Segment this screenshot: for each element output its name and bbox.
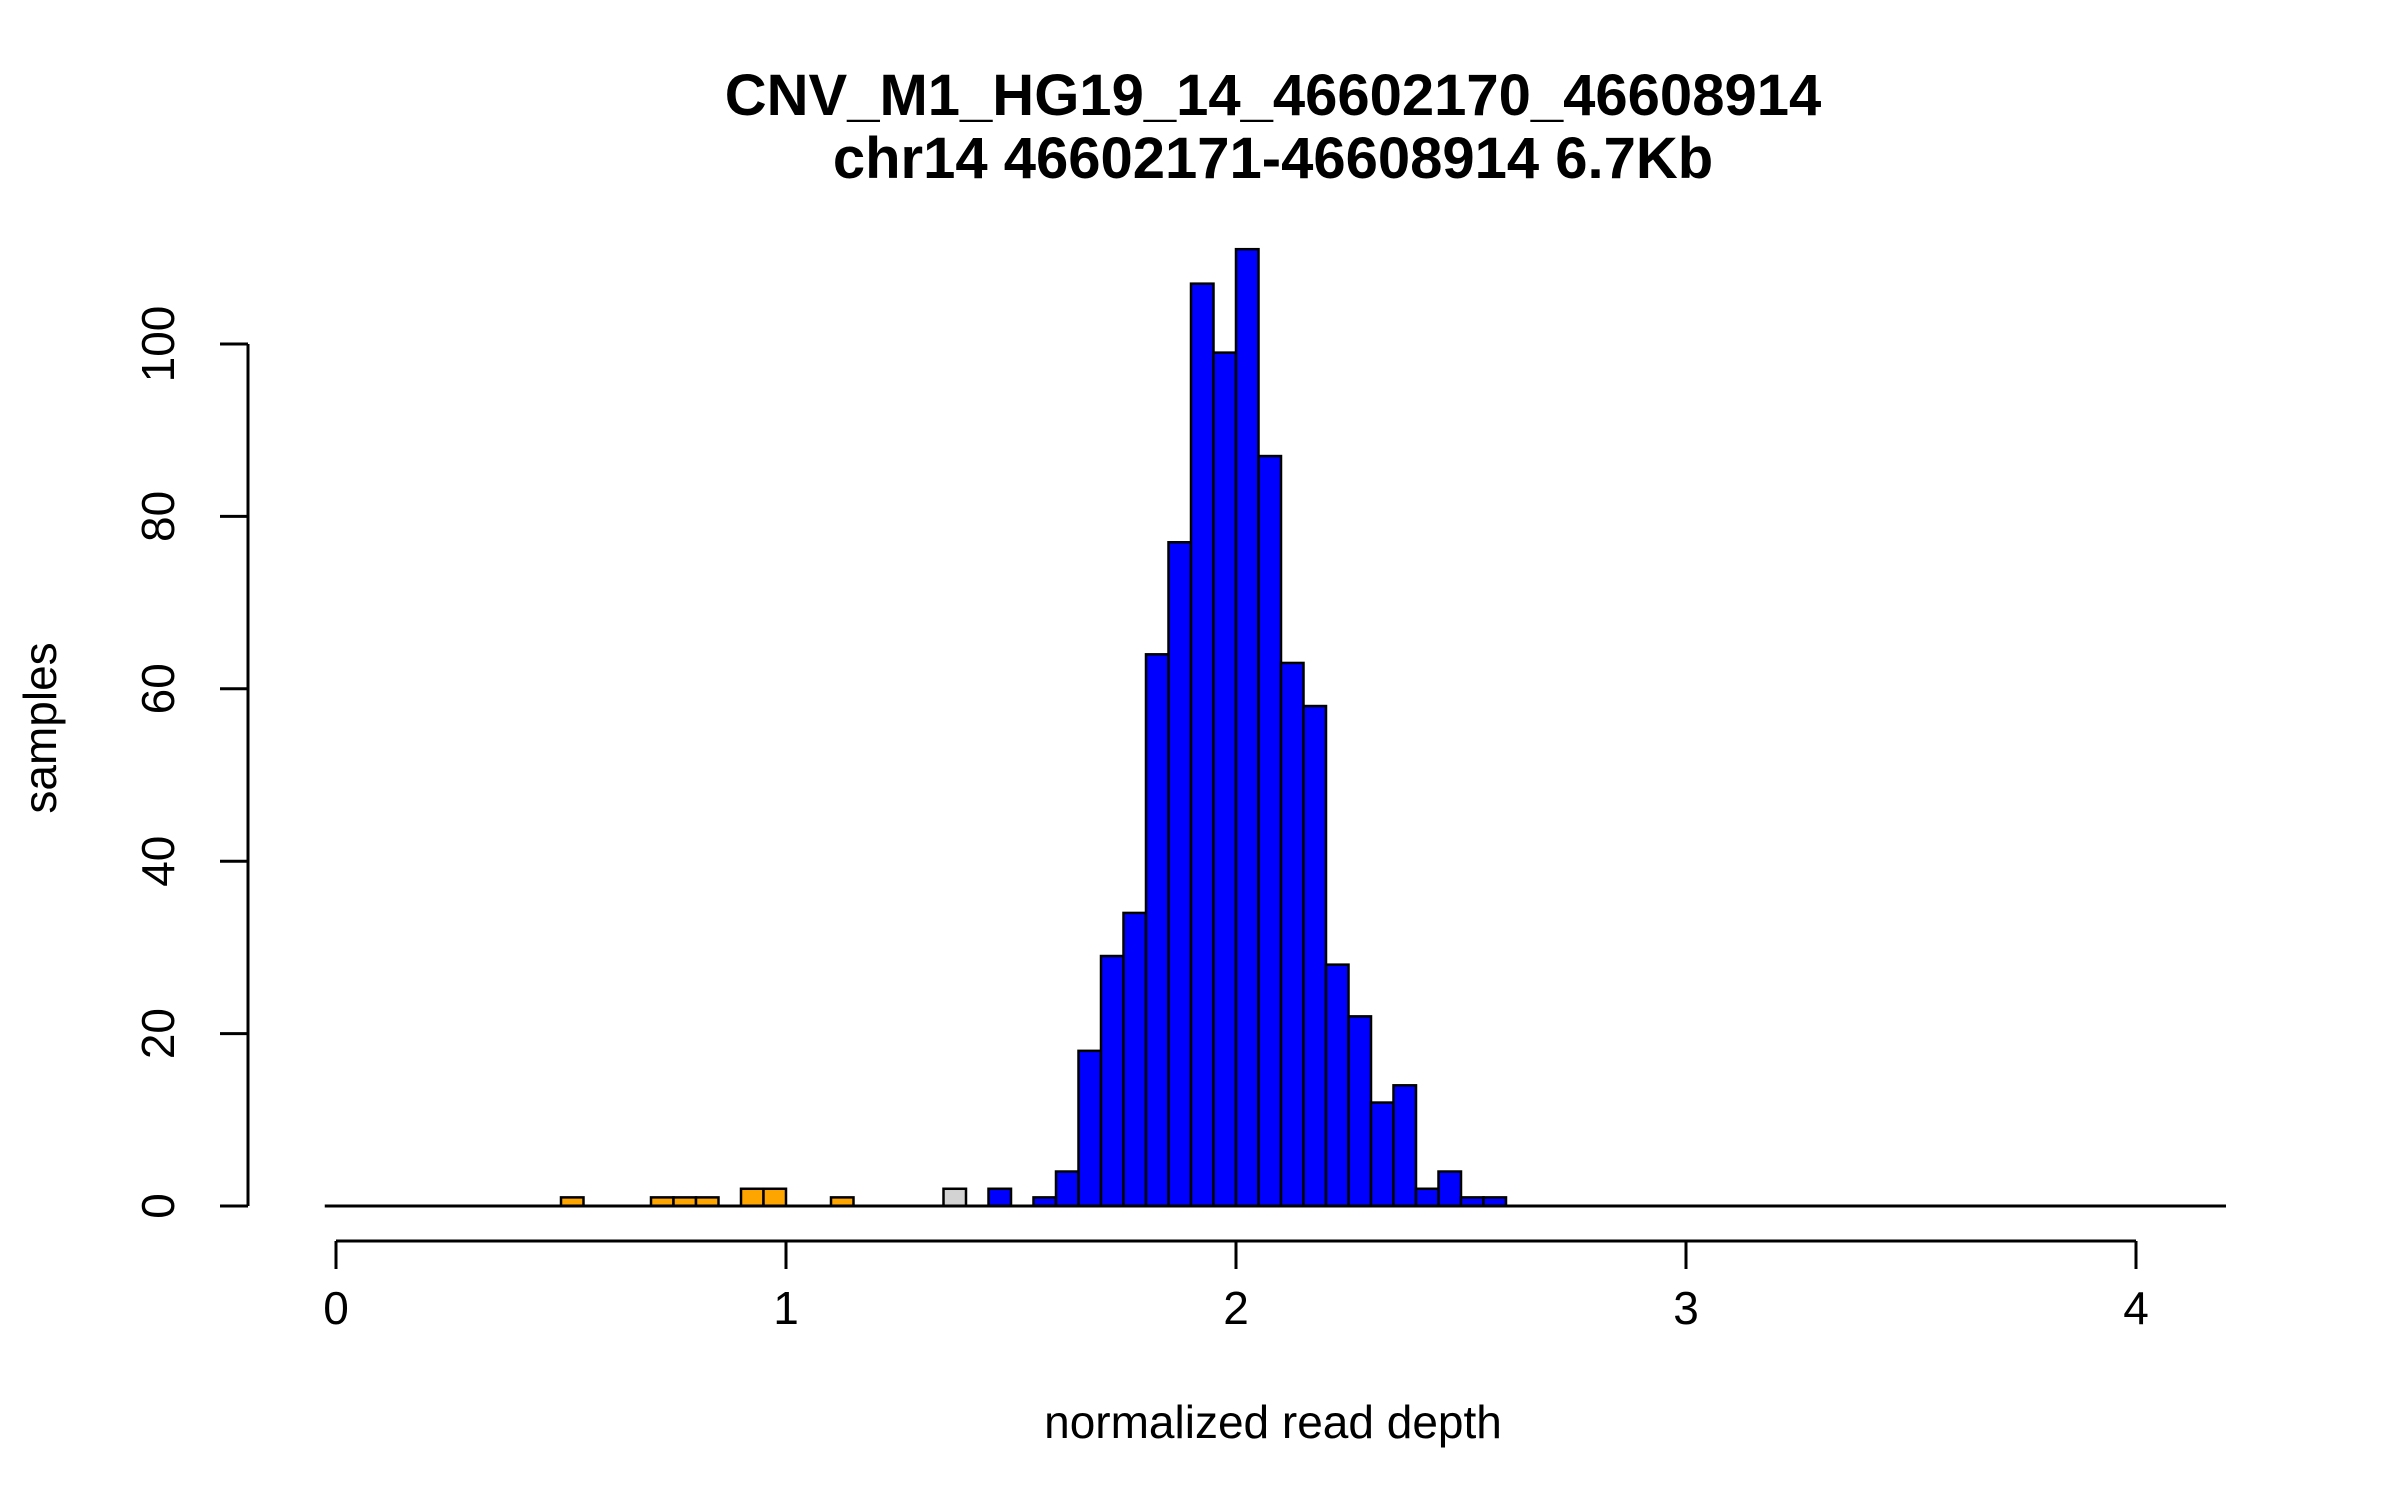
bar-deletion-4 bbox=[739, 1187, 765, 1208]
bar-normal-17 bbox=[1392, 1084, 1418, 1208]
bar-normal-4 bbox=[1099, 954, 1125, 1208]
bar-normal-12 bbox=[1279, 661, 1305, 1208]
bar-normal-2 bbox=[1054, 1170, 1080, 1208]
bar-deletion-5 bbox=[762, 1187, 788, 1208]
bars-group bbox=[559, 247, 1508, 1208]
bar-normal-10 bbox=[1234, 247, 1260, 1208]
chart-title: CNV_M1_HG19_14_46602170_46608914 bbox=[725, 63, 1821, 128]
bar-normal-3 bbox=[1077, 1049, 1103, 1208]
bar-normal-0 bbox=[987, 1187, 1013, 1208]
bar-normal-11 bbox=[1257, 454, 1283, 1208]
x-tick-label-2: 2 bbox=[1223, 1282, 1249, 1334]
y-tick-label-20: 20 bbox=[132, 1008, 184, 1059]
bar-normal-19 bbox=[1437, 1170, 1463, 1208]
bar-normal-18 bbox=[1414, 1187, 1440, 1208]
x-tick-label-3: 3 bbox=[1673, 1282, 1699, 1334]
y-tick-label-60: 60 bbox=[132, 663, 184, 714]
x-tick-label-4: 4 bbox=[2123, 1282, 2149, 1334]
bar-normal-5 bbox=[1122, 911, 1148, 1208]
bar-normal-15 bbox=[1347, 1015, 1373, 1208]
y-tick-label-100: 100 bbox=[132, 306, 184, 383]
bar-normal-6 bbox=[1144, 653, 1170, 1208]
bar-normal-7 bbox=[1167, 541, 1193, 1208]
chart-subtitle: chr14 46602171-46608914 6.7Kb bbox=[833, 126, 1713, 191]
y-tick-label-0: 0 bbox=[132, 1193, 184, 1219]
x-axis-label: normalized read depth bbox=[1044, 1396, 1502, 1448]
bar-ambiguous-0 bbox=[942, 1187, 968, 1208]
bar-normal-13 bbox=[1302, 704, 1328, 1208]
y-axis-label: samples bbox=[14, 642, 66, 813]
bar-normal-14 bbox=[1324, 963, 1350, 1208]
x-tick-label-0: 0 bbox=[323, 1282, 349, 1334]
y-tick-label-40: 40 bbox=[132, 836, 184, 887]
bar-normal-9 bbox=[1212, 351, 1238, 1208]
bar-normal-16 bbox=[1369, 1101, 1395, 1208]
y-tick-label-80: 80 bbox=[132, 491, 184, 542]
x-tick-label-1: 1 bbox=[773, 1282, 799, 1334]
bar-normal-8 bbox=[1189, 282, 1215, 1208]
